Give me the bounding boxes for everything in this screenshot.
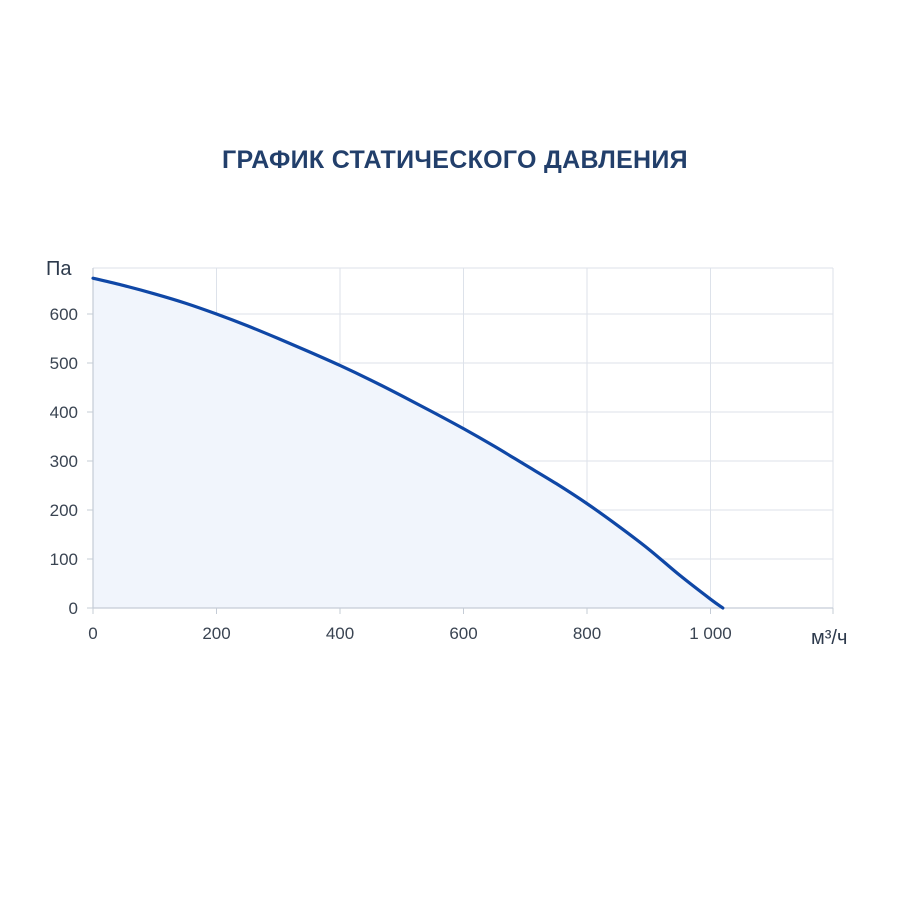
x-tick-label: 1 000 [689,624,732,643]
axes [87,268,834,614]
x-tick-label: 200 [202,624,230,643]
y-axis-unit-label: Па [46,258,72,280]
tick-labels: 0 200 400 600 800 1 000 0 100 200 300 400 500 600 [50,305,732,643]
y-tick-label: 600 [50,305,78,324]
y-tick-label: 300 [50,452,78,471]
curve-area-fill [93,278,723,608]
y-tick-label: 200 [50,501,78,520]
y-tick-label: 500 [50,354,78,373]
x-tick-label: 800 [573,624,601,643]
pressure-curve-line [91,276,725,610]
y-tick-label: 400 [50,403,78,422]
x-tick-label: 600 [449,624,477,643]
y-tick-label: 100 [50,550,78,569]
x-axis-unit-label: м³/ч [811,627,847,649]
x-tick-label: 0 [88,624,97,643]
chart-title: ГРАФИК СТАТИЧЕСКОГО ДАВЛЕНИЯ [222,146,688,174]
x-tick-label: 400 [326,624,354,643]
y-tick-label: 0 [69,599,78,618]
